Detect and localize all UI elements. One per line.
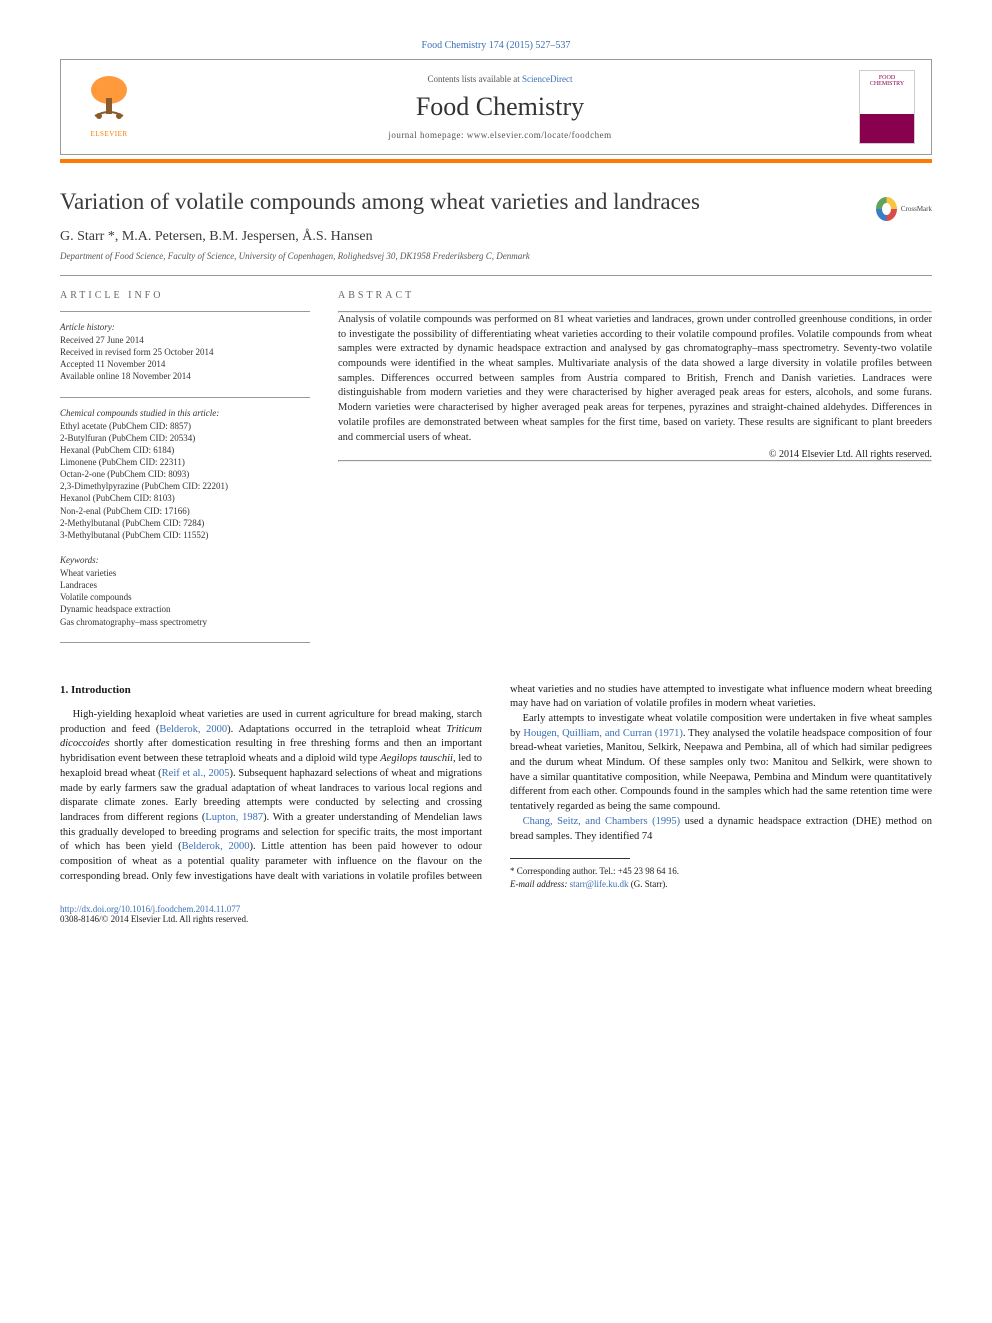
citation-link[interactable]: Chang, Seitz, and Chambers (1995) [523,816,680,827]
citation-link[interactable]: Reif et al., 2005 [162,768,230,779]
citation-link[interactable]: Belderok, 2000 [159,724,227,735]
compound-item: Hexanal (PubChem CID: 6184) [60,444,310,456]
body-columns: 1. Introduction High-yielding hexaploid … [60,683,932,891]
info-divider [60,642,310,643]
issn-line: 0308-8146/© 2014 Elsevier Ltd. All right… [60,914,932,924]
journal-name: Food Chemistry [141,92,859,122]
footnote-separator [510,858,630,859]
citation-link[interactable]: Belderok, 2000 [182,841,250,852]
contents-line: Contents lists available at ScienceDirec… [141,74,859,84]
compounds-block: Chemical compounds studied in this artic… [60,408,310,541]
homepage-url: www.elsevier.com/locate/foodchem [467,130,612,140]
homepage-line: journal homepage: www.elsevier.com/locat… [141,130,859,140]
history-accepted: Accepted 11 November 2014 [60,358,310,370]
contents-prefix: Contents lists available at [428,74,522,84]
compound-item: 2,3-Dimethylpyrazine (PubChem CID: 22201… [60,480,310,492]
doi-block: http://dx.doi.org/10.1016/j.foodchem.201… [60,904,932,924]
section-heading: 1. Introduction [60,683,482,698]
article-title: Variation of volatile compounds among wh… [60,189,860,215]
authors-line: G. Starr *, M.A. Petersen, B.M. Jesperse… [60,229,932,245]
corresponding-author-footnote: * Corresponding author. Tel.: +45 23 98 … [510,865,932,890]
abstract-column: ABSTRACT Analysis of volatile compounds … [338,290,932,653]
compound-item: 2-Methylbutanal (PubChem CID: 7284) [60,517,310,529]
article-history: Article history: Received 27 June 2014 R… [60,322,310,383]
compound-item: 2-Butylfuran (PubChem CID: 20534) [60,432,310,444]
cover-bottom: CHEMISTRY [870,81,904,87]
keywords-label: Keywords: [60,555,310,565]
homepage-prefix: journal homepage: [388,130,466,140]
history-label: Article history: [60,322,310,332]
crossmark-label: CrossMark [901,205,932,213]
keyword-item: Volatile compounds [60,591,310,603]
p1b: ). Adaptations occurred in the tetraploi… [227,724,446,735]
footnote-email-line: E-mail address: starr@life.ku.dk (G. Sta… [510,878,932,891]
citation-line: Food Chemistry 174 (2015) 527–537 [60,40,932,51]
keyword-item: Wheat varieties [60,567,310,579]
journal-header: ELSEVIER Contents lists available at Sci… [60,59,932,155]
compound-item: Hexanol (PubChem CID: 8103) [60,492,310,504]
elsevier-label: ELSEVIER [90,130,127,138]
compound-item: Octan-2-one (PubChem CID: 8093) [60,468,310,480]
email-label: E-mail address: [510,879,570,889]
history-received: Received 27 June 2014 [60,334,310,346]
compound-item: Non-2-enal (PubChem CID: 17166) [60,505,310,517]
compounds-label: Chemical compounds studied in this artic… [60,408,310,418]
doi-link[interactable]: http://dx.doi.org/10.1016/j.foodchem.201… [60,904,240,914]
intro-paragraph: Early attempts to investigate wheat vola… [510,712,932,815]
crossmark-icon [876,197,897,221]
divider [60,275,932,276]
info-divider [60,397,310,398]
elsevier-logo: ELSEVIER [77,72,141,142]
affiliation: Department of Food Science, Faculty of S… [60,251,932,261]
p2b: . They analysed the volatile headspace c… [510,728,932,812]
compound-item: 3-Methylbutanal (PubChem CID: 11552) [60,529,310,541]
crossmark-badge[interactable]: CrossMark [876,189,932,229]
citation-link[interactable]: Lupton, 1987 [205,812,263,823]
journal-cover-thumb: FOOD CHEMISTRY [859,70,915,144]
abstract-divider [338,460,932,462]
article-info-column: ARTICLE INFO Article history: Received 2… [60,290,310,653]
email-suffix: (G. Starr). [628,879,667,889]
email-link[interactable]: starr@life.ku.dk [570,879,629,889]
info-divider [60,311,310,312]
footnote-corr: * Corresponding author. Tel.: +45 23 98 … [510,865,932,878]
compound-item: Limonene (PubChem CID: 22311) [60,456,310,468]
header-center: Contents lists available at ScienceDirec… [141,74,859,140]
citation-link[interactable]: Hougen, Quilliam, and Curran (1971) [523,728,683,739]
accent-bar [60,159,932,163]
keywords-block: Keywords: Wheat varieties Landraces Vola… [60,555,310,628]
keyword-item: Dynamic headspace extraction [60,603,310,615]
species-name: Aegilops tauschii [380,753,453,764]
intro-paragraph: Chang, Seitz, and Chambers (1995) used a… [510,815,932,844]
history-online: Available online 18 November 2014 [60,370,310,382]
abstract-copyright: © 2014 Elsevier Ltd. All rights reserved… [338,449,932,460]
keyword-item: Landraces [60,579,310,591]
article-info-head: ARTICLE INFO [60,290,310,301]
elsevier-tree-icon [81,72,137,128]
history-revised: Received in revised form 25 October 2014 [60,346,310,358]
abstract-text: Analysis of volatile compounds was perfo… [338,313,932,445]
compound-item: Ethyl acetate (PubChem CID: 8857) [60,420,310,432]
sciencedirect-link[interactable]: ScienceDirect [522,74,572,84]
keyword-item: Gas chromatography–mass spectrometry [60,616,310,628]
abstract-head: ABSTRACT [338,290,932,301]
